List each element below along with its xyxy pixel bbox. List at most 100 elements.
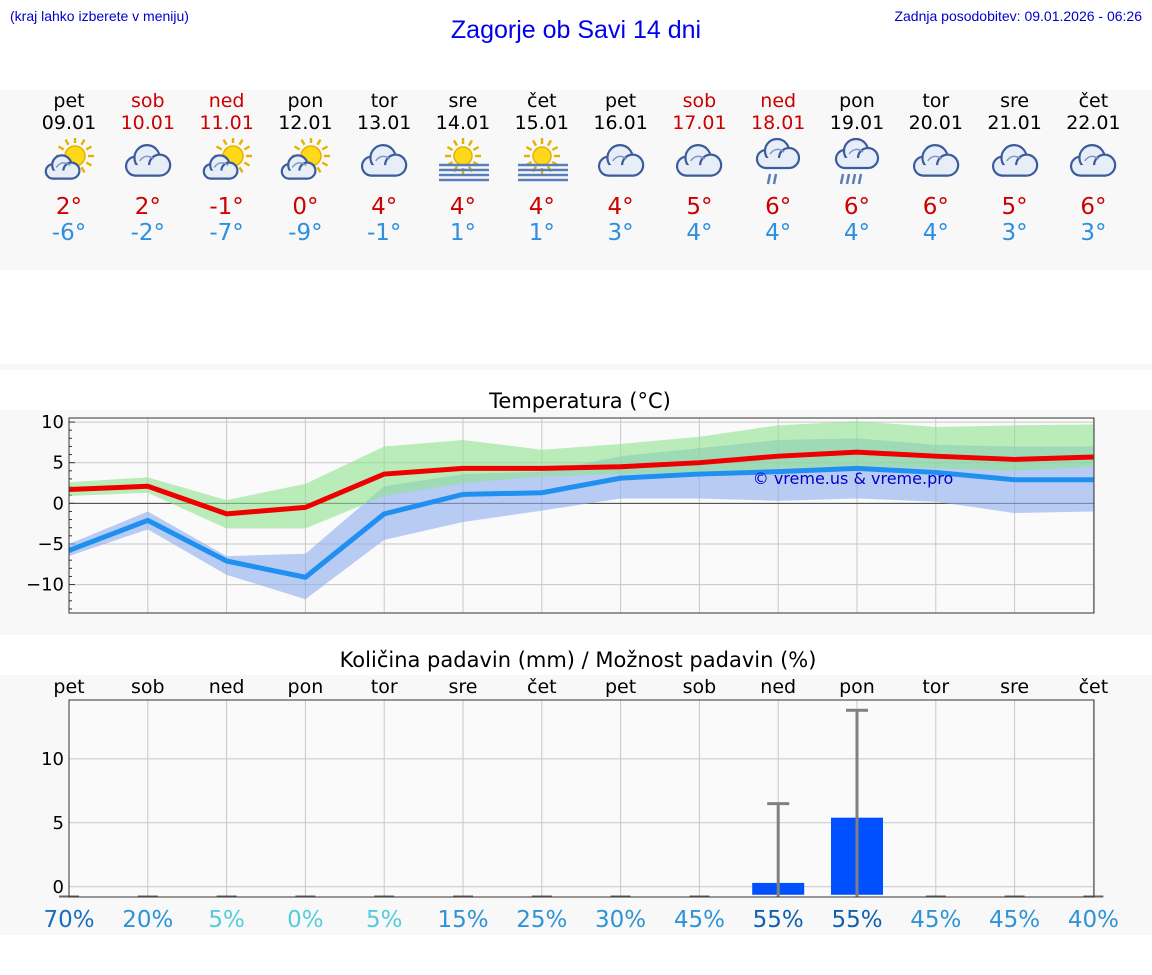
- day-date: 22.01: [1066, 112, 1121, 134]
- day-column: pet 16.01 4° 3°: [582, 90, 660, 246]
- x-day-label: sre: [449, 676, 478, 698]
- last-updated: Zadnja posodobitev: 09.01.2026 - 06:26: [894, 8, 1142, 24]
- day-name: tor: [370, 90, 398, 112]
- temp-max: 6°: [1080, 194, 1107, 220]
- day-date: 20.01: [908, 112, 963, 134]
- precipitation-probability: 25%: [516, 907, 567, 933]
- day-date: 14.01: [435, 112, 491, 134]
- y-tick-label: −10: [26, 575, 64, 596]
- temp-min: 3°: [607, 220, 634, 246]
- temp-max: 4°: [449, 194, 477, 220]
- day-date: 18.01: [750, 112, 806, 134]
- day-name: pet: [604, 90, 637, 112]
- day-date: 10.01: [120, 112, 175, 134]
- max-temperature-line: [68, 449, 1094, 517]
- temp-max: -1°: [209, 194, 244, 220]
- x-day-label: pon: [288, 676, 324, 698]
- precipitation-probability: 5%: [208, 907, 245, 933]
- day-name: ned: [760, 90, 797, 112]
- precipitation-probability: 40%: [1068, 907, 1119, 933]
- plot-frame: [68, 417, 1095, 614]
- x-day-label: ned: [209, 676, 245, 698]
- location-hint: (kraj lahko izberete v meniju): [10, 8, 189, 24]
- day-name: sre: [1000, 90, 1030, 112]
- temp-min: 1°: [528, 220, 555, 246]
- temp-min: 4°: [843, 220, 871, 246]
- day-name: čet: [1078, 90, 1109, 112]
- day-name: sob: [131, 90, 165, 112]
- x-day-label: čet: [527, 676, 557, 698]
- light-rain-icon: [756, 138, 801, 185]
- day-column: ned 11.01 -1° -7°: [188, 90, 266, 246]
- day-date: 11.01: [199, 112, 254, 134]
- temp-min: -1°: [366, 220, 402, 246]
- day-column: tor 13.01 4° -1°: [345, 90, 423, 246]
- day-name: sre: [448, 90, 478, 112]
- y-tick-label: 5: [53, 453, 64, 474]
- temp-min: 4°: [686, 220, 713, 246]
- temp-min: 3°: [1001, 220, 1028, 246]
- temp-min: 4°: [765, 220, 792, 246]
- temp-min: -2°: [130, 220, 166, 246]
- temp-max: 0°: [292, 194, 319, 220]
- temperature-chart: Temperatura (°C) 10 5 0 −5 −10 © vreme.us & vr…: [0, 389, 1152, 635]
- day-name: sob: [682, 90, 717, 112]
- precipitation-chart: Količina padavin (mm) / Možnost padavin …: [0, 648, 1152, 935]
- precipitation-probability: 55%: [753, 907, 804, 933]
- day-column: čet 15.01 4° 1°: [503, 90, 581, 246]
- y-tick-label: 10: [41, 412, 64, 433]
- y-tick-label: 0: [53, 493, 64, 514]
- temp-min: -6°: [51, 220, 87, 246]
- temp-max: 2°: [134, 194, 161, 220]
- precipitation-probability: 45%: [989, 907, 1040, 933]
- precipitation-probability: 55%: [831, 907, 882, 933]
- temp-min: 3°: [1080, 220, 1107, 246]
- day-date: 09.01: [41, 112, 97, 134]
- day-column: tor 20.01 6° 4°: [897, 90, 975, 246]
- temp-max: 5°: [686, 194, 713, 220]
- x-day-label: pon: [839, 676, 875, 698]
- fog-sun-icon: [439, 138, 489, 182]
- rain-icon: [834, 138, 880, 185]
- y-tick-label: −5: [37, 534, 64, 555]
- day-column: sre 21.01 5° 3°: [976, 90, 1054, 246]
- x-day-label: ned: [760, 676, 796, 698]
- day-date: 13.01: [356, 112, 412, 134]
- x-day-label: tor: [922, 676, 949, 698]
- precipitation-probability: 70%: [43, 907, 94, 933]
- day-name: tor: [922, 90, 950, 112]
- day-column: sre 14.01 4° 1°: [424, 90, 502, 246]
- fog-sun-icon: [517, 138, 568, 182]
- cloudy-icon: [361, 144, 408, 177]
- day-name: ned: [208, 90, 245, 112]
- x-day-label: čet: [1079, 676, 1109, 698]
- precipitation-probability: 15%: [437, 907, 488, 933]
- plot-frame: [68, 699, 1095, 898]
- day-date: 15.01: [514, 112, 569, 134]
- cloudy-icon: [124, 144, 172, 177]
- x-day-label: sre: [1000, 676, 1029, 698]
- x-day-label: tor: [371, 676, 398, 698]
- day-column: sob 17.01 5° 4°: [660, 90, 738, 246]
- y-tick-label: 0: [53, 877, 64, 898]
- forecast-strip: pet 09.01 2° -6° sob 10.01 2° -2° ned 11.01 -1° -7°…: [0, 90, 1152, 270]
- separator-band: [0, 364, 1152, 370]
- day-date: 17.01: [672, 112, 727, 134]
- day-date: 12.01: [278, 112, 333, 134]
- chart-title: Temperatura (°C): [488, 389, 671, 413]
- temp-max: 4°: [528, 194, 555, 220]
- day-column: ned 18.01 6° 4°: [739, 90, 817, 246]
- temp-max: 6°: [765, 194, 792, 220]
- precipitation-probability: 30%: [595, 907, 646, 933]
- temp-max: 4°: [371, 194, 398, 220]
- temp-min: -9°: [288, 220, 323, 246]
- x-day-label: sob: [131, 676, 165, 698]
- day-column: sob 10.01 2° -2°: [109, 90, 187, 246]
- watermark: © vreme.us & vreme.pro: [753, 469, 954, 488]
- chart-title: Količina padavin (mm) / Možnost padavin …: [340, 648, 817, 672]
- temp-max: 5°: [1001, 194, 1028, 220]
- day-date: 16.01: [593, 112, 648, 134]
- partly-sunny-icon: [202, 138, 252, 180]
- cloudy-icon: [1070, 144, 1117, 177]
- day-column: pon 19.01 6° 4°: [818, 90, 896, 246]
